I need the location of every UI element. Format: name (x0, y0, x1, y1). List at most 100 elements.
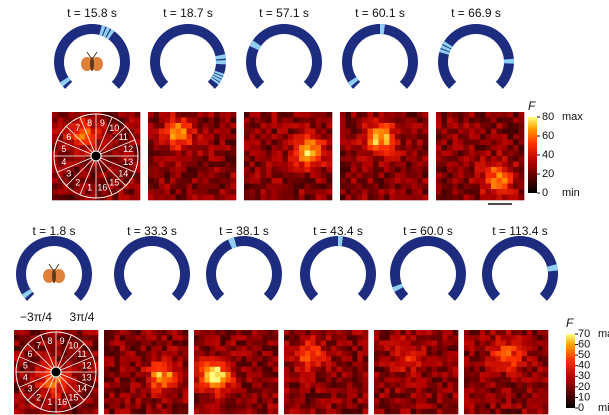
heatmap-cell (273, 409, 279, 415)
heatmap-cell (284, 393, 290, 399)
heatmap-cell (194, 356, 200, 362)
heatmap-cell (326, 351, 332, 357)
heatmap-cell (416, 346, 422, 352)
heatmap-cell (157, 346, 163, 352)
heatmap-cell (194, 346, 200, 352)
wedge-label: 3 (66, 169, 71, 179)
heatmap-cell (203, 145, 209, 151)
heatmap-cell (411, 398, 417, 404)
heatmap-cell (421, 356, 427, 362)
heatmap-cell (464, 173, 470, 179)
heatmap-cell (346, 184, 352, 190)
heatmap-cell (176, 156, 182, 162)
heatmap-cell (250, 162, 256, 168)
heatmap-cell (316, 388, 322, 394)
heatmap-cell (205, 377, 211, 383)
heatmap-cell (241, 367, 247, 373)
heatmap-cell (506, 372, 512, 378)
heatmap-cell (183, 346, 189, 352)
heatmap-cell (159, 178, 165, 184)
heatmap-cell (406, 362, 412, 368)
heatmap-cell (395, 145, 401, 151)
heatmap-cell (109, 367, 115, 373)
heatmap-cell (244, 189, 250, 195)
heatmap-cell (268, 409, 274, 415)
heatmap-cell (497, 151, 503, 157)
heatmap-cell (485, 372, 491, 378)
heatmap-cell (517, 398, 523, 404)
heatmap-cell (194, 398, 200, 404)
heatmap-cell (310, 356, 316, 362)
heatmap-cell (368, 162, 374, 168)
heatmap-cell (538, 393, 544, 399)
heatmap-cell (172, 398, 178, 404)
heatmap-cell (374, 372, 380, 378)
heatmap-cell (199, 372, 205, 378)
heatmap-cell (331, 341, 337, 347)
heatmap-cell (272, 123, 278, 129)
heatmap-cell (125, 351, 131, 357)
heatmap-cell (374, 393, 380, 399)
heatmap-cell (305, 129, 311, 135)
heatmap-cell (379, 351, 385, 357)
heatmap-cell (305, 398, 311, 404)
heatmap-cell (390, 162, 396, 168)
heatmap-cell (379, 151, 385, 157)
heatmap-cell (19, 341, 25, 347)
heatmap-cell (395, 356, 401, 362)
heatmap-cell (69, 156, 75, 162)
heatmap-cell (151, 404, 157, 410)
heatmap-cell (220, 156, 226, 162)
heatmap-cell (538, 404, 544, 410)
heatmap-cell (475, 167, 481, 173)
heatmap-cell (497, 129, 503, 135)
heatmap-cell (104, 335, 110, 341)
heatmap-cell (159, 123, 165, 129)
heatmap-cell (423, 140, 429, 146)
heatmap-cell (198, 123, 204, 129)
heatmap-cell (475, 178, 481, 184)
heatmap-cell (321, 335, 327, 341)
heatmap-cell (331, 330, 337, 336)
heatmap-cell (421, 404, 427, 410)
heatmap-cell (351, 189, 357, 195)
heatmap-cell (464, 330, 470, 336)
heatmap-cell (401, 112, 407, 118)
heatmap-cell (527, 341, 533, 347)
heatmap-cell (288, 178, 294, 184)
heatmap-cell (395, 134, 401, 140)
heatmap-cell (198, 134, 204, 140)
heatmap-cell (146, 372, 152, 378)
heatmap-cell (491, 184, 497, 190)
heatmap-cell (247, 351, 253, 357)
heatmap-cell (215, 404, 221, 410)
heatmap-cell (373, 162, 379, 168)
heatmap-cell (363, 409, 369, 415)
heatmap-cell (231, 189, 237, 195)
heatmap-cell (436, 195, 442, 201)
heatmap-cell (181, 184, 187, 190)
heatmap-cell (412, 167, 418, 173)
heatmap-cell (496, 377, 502, 383)
heatmap-cell (447, 184, 453, 190)
heatmap-cell (511, 367, 517, 373)
heatmap-cell (199, 330, 205, 336)
heatmap-cell (385, 388, 391, 394)
heatmap-cell (316, 383, 322, 389)
heatmap-cell (417, 129, 423, 135)
heatmap-cell (241, 377, 247, 383)
heatmap-cell (226, 383, 232, 389)
heatmap-cell (178, 377, 184, 383)
heatmap-cell (379, 134, 385, 140)
heatmap-cell (464, 162, 470, 168)
heatmap-cell (437, 388, 443, 394)
heatmap-cell (469, 123, 475, 129)
heatmap-cell (331, 393, 337, 399)
heatmap-cell (321, 195, 327, 201)
heatmap-cell (284, 335, 290, 341)
heatmap-cell (480, 123, 486, 129)
heatmap-cell (347, 356, 353, 362)
heatmap-cell (289, 335, 295, 341)
heatmap-cell (91, 173, 97, 179)
heatmap-cell (511, 377, 517, 383)
